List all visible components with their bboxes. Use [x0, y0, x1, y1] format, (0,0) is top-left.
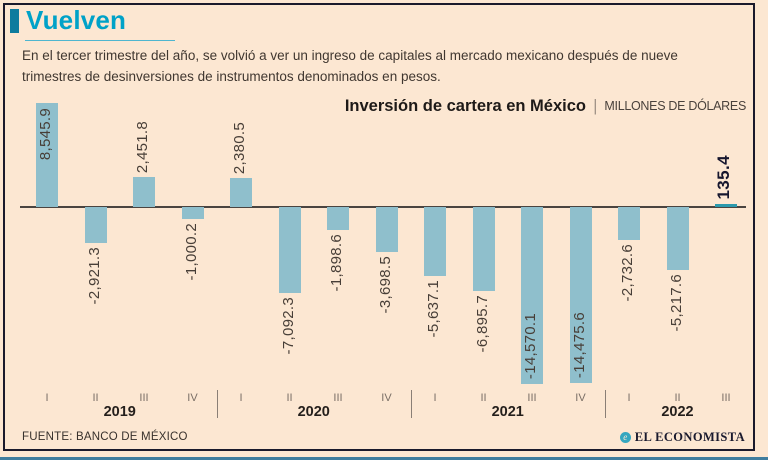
bar — [618, 207, 640, 241]
bar-value-label: -5,637.1 — [425, 279, 442, 338]
bar — [230, 178, 252, 207]
zero-axis-line — [20, 206, 746, 208]
separator-bar: | — [593, 96, 597, 115]
bar-value-label: -2,732.6 — [619, 244, 636, 302]
bar-value-label: -1,000.2 — [182, 223, 200, 281]
bar-value-label: -3,698.5 — [376, 256, 394, 314]
title-bullet-square — [10, 9, 19, 33]
bar — [36, 102, 58, 207]
description-line-2: trimestres de desinversiones de instrume… — [22, 68, 441, 84]
bar-value-label: 2,451.8 — [134, 121, 151, 174]
bar — [715, 204, 737, 207]
bar — [521, 207, 543, 385]
description-text: En el tercer trimestre del año, se volvi… — [22, 46, 746, 87]
axis-quarter-label: IV — [575, 392, 586, 404]
chart-heading: Inversión de cartera en México | MILLONE… — [345, 96, 746, 116]
bar-value-label: -1,898.6 — [328, 234, 345, 292]
description-line-1: En el tercer trimestre del año, se volvi… — [22, 48, 678, 63]
chart-title: Inversión de cartera en México — [344, 96, 586, 115]
bar — [327, 207, 349, 231]
title-underline — [25, 40, 175, 41]
bar — [472, 207, 495, 291]
axis-divider — [604, 390, 606, 418]
bar — [133, 177, 155, 207]
axis-year-label: 2020 — [297, 404, 330, 420]
brand-name: EL ECONOMISTA — [634, 430, 745, 444]
bottom-accent-strip — [0, 457, 768, 460]
bar — [375, 207, 398, 252]
bar-value-label: -14,475.6 — [570, 312, 588, 379]
bar-value-label: -5,217.6 — [667, 274, 685, 332]
axis-year-label: 2022 — [661, 404, 694, 420]
axis-quarter-label: III — [527, 392, 537, 404]
axis-quarter-label: I — [433, 392, 437, 404]
bar — [666, 207, 689, 271]
bar — [84, 207, 107, 243]
axis-quarter-label: II — [286, 392, 293, 404]
axis-quarter-label: I — [239, 392, 243, 404]
axis-quarter-label: III — [139, 392, 149, 404]
bar-value-label: 135.4 — [714, 155, 733, 200]
brand-logo: e EL ECONOMISTA — [619, 430, 745, 445]
bar-value-label: -14,570.1 — [522, 313, 539, 380]
axis-quarter-label: III — [333, 392, 343, 404]
axis-quarter-label: I — [627, 392, 631, 404]
bar — [569, 207, 592, 384]
axis-divider — [216, 390, 218, 418]
axis-quarter-label: IV — [381, 392, 392, 404]
axis-quarter-label: I — [45, 392, 49, 404]
bar-value-label: -6,895.7 — [473, 294, 491, 353]
axis-quarter-label: III — [721, 392, 731, 404]
axis-divider — [410, 390, 412, 418]
el-economista-circle-icon: e — [619, 432, 631, 443]
bar — [181, 207, 204, 220]
page-title: Vuelven — [26, 5, 127, 35]
axis-quarter-label: II — [480, 392, 487, 404]
axis-quarter-label: II — [674, 392, 681, 404]
bar-value-label: 8,545.9 — [37, 107, 54, 161]
bar-value-label: -7,092.3 — [279, 297, 297, 355]
bar — [424, 207, 446, 276]
axis-year-label: 2021 — [491, 404, 524, 420]
bar-value-label: -2,921.3 — [85, 246, 103, 304]
axis-quarter-label: II — [92, 392, 99, 404]
axis-year-label: 2019 — [103, 404, 136, 420]
bar — [278, 207, 301, 294]
source-note: FUENTE: BANCO DE MÉXICO — [22, 431, 188, 443]
chart-unit-label: MILLONES DE DÓLARES — [604, 99, 746, 113]
axis-quarter-label: IV — [187, 392, 198, 404]
bar-value-label: 2,380.5 — [231, 121, 248, 175]
